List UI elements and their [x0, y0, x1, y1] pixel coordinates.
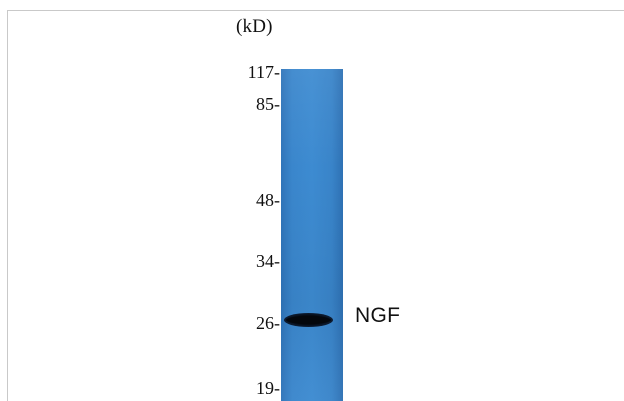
molecular-weight-unit-label: (kD)	[236, 16, 273, 37]
marker-48: 48-	[256, 190, 280, 210]
image-frame	[7, 10, 624, 401]
western-blot-lane	[281, 69, 343, 401]
ngf-band	[284, 313, 333, 327]
protein-label: NGF	[355, 304, 401, 327]
marker-19: 19-	[256, 378, 280, 398]
marker-117: 117-	[247, 62, 280, 82]
marker-85: 85-	[256, 94, 280, 114]
marker-26: 26-	[256, 313, 280, 333]
marker-34: 34-	[256, 251, 280, 271]
